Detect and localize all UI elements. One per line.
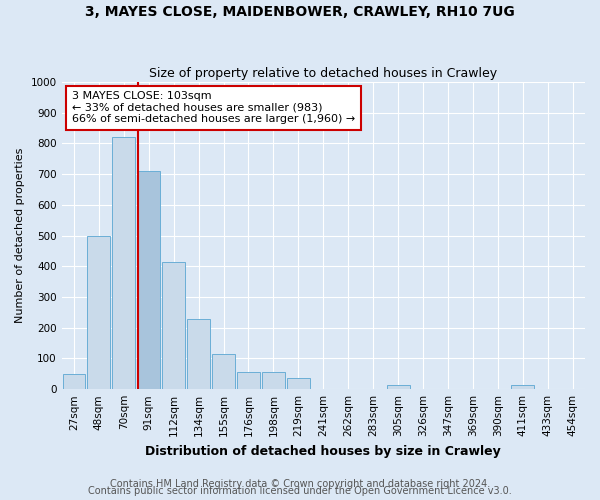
Title: Size of property relative to detached houses in Crawley: Size of property relative to detached ho… <box>149 66 497 80</box>
Text: 3 MAYES CLOSE: 103sqm
← 33% of detached houses are smaller (983)
66% of semi-det: 3 MAYES CLOSE: 103sqm ← 33% of detached … <box>72 92 355 124</box>
Bar <box>511 384 534 389</box>
Bar <box>287 378 310 389</box>
Bar <box>262 372 285 389</box>
X-axis label: Distribution of detached houses by size in Crawley: Distribution of detached houses by size … <box>145 444 501 458</box>
Y-axis label: Number of detached properties: Number of detached properties <box>15 148 25 324</box>
Text: 3, MAYES CLOSE, MAIDENBOWER, CRAWLEY, RH10 7UG: 3, MAYES CLOSE, MAIDENBOWER, CRAWLEY, RH… <box>85 5 515 19</box>
Bar <box>386 384 410 389</box>
Bar <box>88 236 110 389</box>
Bar <box>162 262 185 389</box>
Text: Contains HM Land Registry data © Crown copyright and database right 2024.: Contains HM Land Registry data © Crown c… <box>110 479 490 489</box>
Text: Contains public sector information licensed under the Open Government Licence v3: Contains public sector information licen… <box>88 486 512 496</box>
Bar <box>237 372 260 389</box>
Bar <box>112 138 136 389</box>
Bar <box>187 318 210 389</box>
Bar <box>137 171 160 389</box>
Bar <box>62 374 85 389</box>
Bar <box>212 354 235 389</box>
